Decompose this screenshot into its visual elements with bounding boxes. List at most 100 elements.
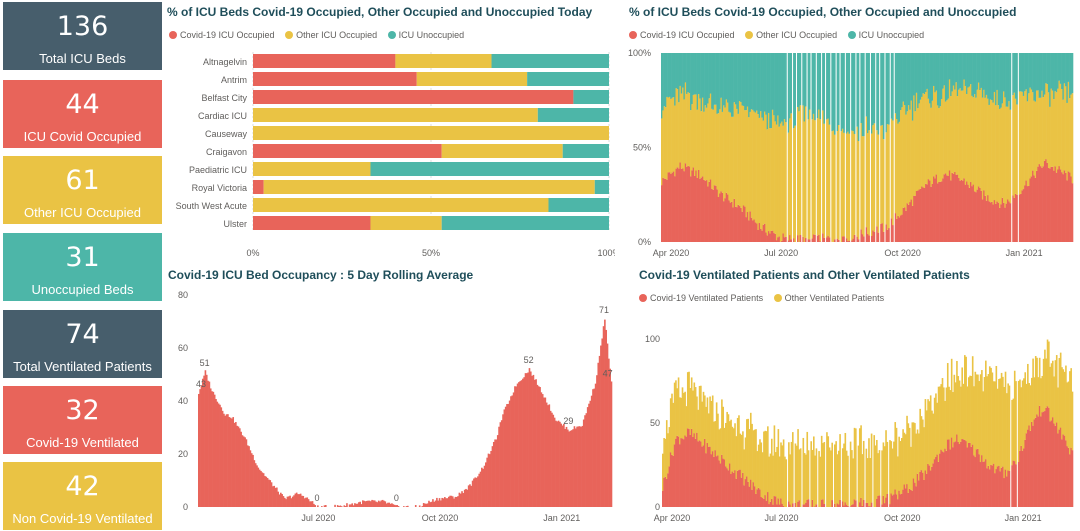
area-bar-unocc bbox=[1063, 53, 1066, 84]
bar-covid bbox=[725, 466, 727, 507]
bar bbox=[228, 417, 231, 507]
area-bar-covid bbox=[692, 167, 695, 242]
bar-covid bbox=[847, 505, 849, 507]
bar-other bbox=[747, 418, 749, 482]
bar bbox=[533, 379, 536, 507]
bar-other bbox=[668, 427, 671, 467]
bar-other bbox=[964, 355, 966, 440]
bar-covid bbox=[721, 454, 723, 507]
area-bar-other bbox=[1013, 92, 1016, 198]
legend-other-vent-dot-icon bbox=[773, 294, 782, 302]
area-bar-other bbox=[727, 102, 729, 195]
area-bar-other bbox=[734, 104, 737, 207]
area-bar-covid bbox=[980, 190, 983, 242]
bar bbox=[522, 378, 524, 507]
bar bbox=[433, 501, 436, 507]
bar-covid bbox=[860, 497, 862, 507]
bar-other bbox=[697, 409, 700, 442]
bar-other bbox=[995, 365, 998, 470]
bar-covid bbox=[910, 489, 912, 507]
area-bar-unocc bbox=[1071, 53, 1074, 94]
bar-covid bbox=[889, 504, 891, 507]
bar-other bbox=[974, 371, 977, 458]
bar-covid bbox=[974, 457, 977, 507]
area-bar-other bbox=[927, 98, 930, 180]
bar-covid bbox=[960, 441, 962, 507]
area-bar-other bbox=[861, 136, 864, 235]
legend-other-dot-icon bbox=[285, 31, 294, 39]
area-bar-other bbox=[989, 99, 992, 203]
area-bar-other bbox=[691, 104, 693, 171]
area-bar-unocc bbox=[1022, 53, 1025, 96]
area-bar-unocc bbox=[898, 53, 901, 122]
bar bbox=[518, 382, 520, 507]
bar bbox=[245, 439, 248, 507]
area-bar-unocc bbox=[720, 53, 723, 98]
area-bar-covid bbox=[927, 179, 930, 242]
area-bar-other bbox=[940, 99, 943, 182]
area-bar-other bbox=[769, 128, 771, 234]
area-bar-unocc bbox=[787, 53, 790, 133]
ventilated-legend: Covid-19 Ventilated Patients Other Venti… bbox=[639, 293, 892, 303]
bar bbox=[295, 492, 298, 507]
area-bar-unocc bbox=[906, 53, 909, 112]
area-bar-other bbox=[819, 119, 822, 242]
area-bar-covid bbox=[962, 180, 964, 242]
bar-covid bbox=[891, 495, 894, 507]
bar bbox=[462, 493, 465, 507]
area-bar-covid bbox=[682, 168, 684, 242]
area-bar-covid bbox=[812, 234, 815, 242]
area-bar-other bbox=[1006, 106, 1009, 200]
area-bar-covid bbox=[981, 199, 984, 242]
area-bar-other bbox=[678, 102, 680, 169]
bar-other bbox=[709, 396, 711, 447]
area-bar-covid bbox=[733, 198, 736, 242]
area-bar-covid bbox=[723, 201, 725, 242]
bar-other bbox=[900, 438, 903, 494]
area-bar-covid bbox=[856, 236, 859, 242]
area-bar-other bbox=[1032, 92, 1034, 171]
area-bar-unocc bbox=[1003, 53, 1005, 92]
bar bbox=[498, 426, 500, 507]
bar-covid bbox=[1020, 445, 1023, 507]
bar-segment bbox=[441, 144, 563, 158]
area-bar-other bbox=[661, 118, 663, 186]
area-bar-unocc bbox=[857, 53, 860, 142]
bar bbox=[605, 329, 608, 507]
area-bar-covid bbox=[1025, 180, 1028, 242]
area-bar-other bbox=[729, 112, 732, 203]
area-bar-unocc bbox=[923, 53, 926, 95]
bar bbox=[359, 501, 361, 507]
bar-covid bbox=[903, 484, 906, 507]
area-bar-covid bbox=[819, 241, 822, 242]
bar-covid bbox=[915, 486, 918, 507]
area-bar-other bbox=[754, 112, 757, 223]
bar-covid bbox=[744, 479, 747, 507]
bar-other bbox=[791, 432, 794, 504]
area-bar-unocc bbox=[999, 53, 1001, 109]
bar-covid bbox=[893, 494, 895, 507]
area-bar-covid bbox=[886, 229, 889, 242]
bar-other bbox=[749, 412, 752, 480]
legend-covid-label: Covid-19 ICU Occupied bbox=[180, 30, 275, 40]
area-bar-other bbox=[737, 113, 740, 205]
bar-other bbox=[694, 387, 697, 439]
area-bar-unocc bbox=[765, 53, 767, 115]
area-bar-covid bbox=[765, 232, 767, 242]
bar-segment bbox=[263, 180, 595, 194]
bar bbox=[461, 491, 463, 507]
area-bar-unocc bbox=[840, 53, 843, 132]
area-bar-unocc bbox=[828, 53, 831, 125]
bar-covid bbox=[890, 493, 893, 507]
area-bar-other bbox=[814, 120, 816, 235]
bar bbox=[229, 417, 232, 507]
bar bbox=[368, 500, 371, 507]
area-bar-other bbox=[683, 99, 686, 172]
bar-other bbox=[679, 397, 681, 445]
bar-other bbox=[802, 437, 805, 505]
area-bar-unocc bbox=[738, 53, 741, 102]
area-bar-unocc bbox=[926, 53, 929, 89]
bar-other bbox=[996, 388, 999, 467]
bar-other bbox=[981, 370, 983, 456]
bar-other bbox=[952, 392, 954, 448]
